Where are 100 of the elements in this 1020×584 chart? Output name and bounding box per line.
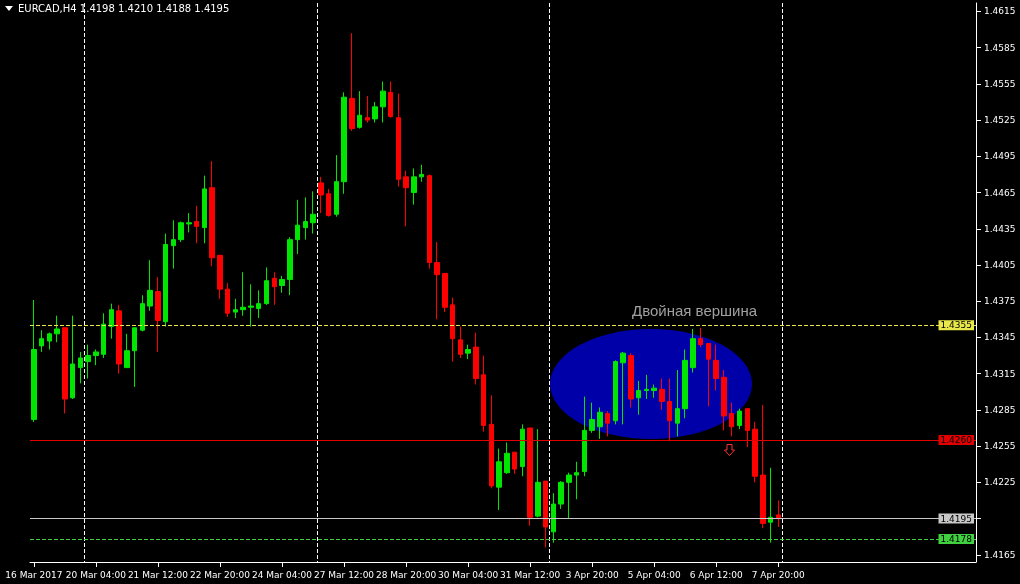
candlestick — [776, 499, 781, 528]
candlestick — [109, 303, 114, 340]
candlestick — [396, 93, 401, 188]
candlestick — [287, 236, 293, 296]
candlestick — [357, 90, 362, 130]
candlestick — [233, 298, 238, 319]
candlestick — [543, 480, 548, 549]
y-tick-label: 1.4525 — [984, 115, 1016, 126]
candlestick — [589, 402, 595, 434]
annotation: Двойная вершина — [632, 302, 758, 319]
candlestick — [39, 329, 44, 353]
x-tick-label: 31 Mar 12:00 — [500, 569, 561, 580]
candlestick — [279, 275, 285, 294]
candlestick — [496, 448, 502, 511]
candlestick — [365, 95, 370, 124]
candlestick — [667, 377, 672, 442]
x-tick-label: 21 Mar 12:00 — [127, 569, 189, 580]
candlestick — [101, 312, 106, 359]
candlestick — [644, 374, 649, 400]
candlestick — [566, 472, 572, 520]
candlestick — [458, 326, 463, 359]
x-tick-label: 27 Mar 12:00 — [313, 569, 375, 580]
candlestick — [78, 351, 83, 384]
x-tick-label: 6 Apr 12:00 — [689, 569, 743, 580]
candlestick — [47, 332, 52, 351]
candlestick — [737, 408, 742, 430]
chart-title: EURCAD,H4 1.4198 1.4210 1.4188 1.4195 — [18, 2, 230, 14]
candlestick — [93, 349, 99, 366]
candlestick — [768, 467, 773, 544]
candlestick — [597, 406, 603, 440]
candlestick — [380, 80, 386, 124]
y-tick-label: 1.4465 — [984, 187, 1016, 198]
x-tick-label: 24 Mar 04:00 — [251, 569, 313, 580]
x-tick-label: 20 Mar 04:00 — [65, 569, 127, 580]
ref-line-label: 1.4195 — [940, 513, 972, 524]
candlestick — [613, 359, 618, 425]
candlestick — [403, 170, 409, 227]
candlestick — [372, 101, 378, 124]
candlestick — [272, 271, 277, 306]
candlestick — [682, 349, 688, 419]
candlestick — [70, 315, 75, 400]
y-tick-label: 1.4555 — [984, 78, 1016, 89]
candlestick — [520, 423, 525, 477]
candlestick — [295, 199, 300, 255]
x-tick-label: 22 Mar 20:00 — [189, 569, 251, 580]
y-tick-label: 1.4225 — [984, 477, 1016, 488]
candlestick — [690, 328, 696, 373]
candlestick — [349, 32, 355, 132]
candlestick — [636, 380, 641, 416]
candlestick — [504, 441, 510, 475]
candlestick — [582, 396, 587, 477]
candlestick — [310, 190, 316, 235]
candlestick — [411, 167, 417, 206]
y-tick-label: 1.4165 — [984, 549, 1016, 560]
candlestick — [760, 404, 766, 529]
candlestick — [551, 492, 556, 544]
x-tick-label: 5 Apr 04:00 — [627, 569, 681, 580]
candlestick — [419, 164, 424, 183]
candlestick — [194, 205, 199, 244]
y-tick-label: 1.4375 — [984, 296, 1016, 307]
candlestick — [752, 421, 758, 483]
x-tick-label: 7 Apr 20:00 — [751, 569, 806, 580]
candlestick — [465, 344, 471, 360]
candlestick — [155, 276, 161, 353]
candlestick — [427, 173, 432, 270]
candlestick — [558, 480, 564, 510]
candlestick — [54, 315, 60, 343]
y-tick-label: 1.4315 — [984, 368, 1016, 379]
candlestick — [659, 377, 665, 411]
candlestick — [240, 271, 246, 317]
candlestick — [442, 272, 448, 313]
candlestick — [140, 294, 145, 332]
candlestick — [698, 327, 703, 348]
candlestick — [318, 176, 324, 214]
candlestick — [713, 344, 719, 392]
candlestick — [574, 461, 579, 500]
x-tick-label: 3 Apr 20:00 — [565, 569, 619, 580]
candlestick — [178, 221, 184, 243]
candlestick — [225, 282, 230, 318]
candlestick — [124, 333, 130, 369]
candlestick — [535, 428, 541, 518]
y-tick-label: 1.4345 — [984, 332, 1016, 343]
candlestick — [605, 410, 610, 437]
y-tick-label: 1.4285 — [984, 404, 1016, 415]
candlestick — [489, 394, 494, 489]
x-tick-label: 28 Mar 20:00 — [376, 569, 437, 580]
y-tick-label: 1.4585 — [984, 42, 1016, 53]
candlestick — [434, 241, 440, 320]
candlestick — [473, 332, 479, 386]
ref-line-label: 1.4178 — [940, 534, 973, 545]
ref-line-label: 1.4260 — [940, 435, 973, 446]
candlestick — [186, 212, 192, 233]
y-tick-label: 1.4615 — [984, 6, 1016, 17]
y-tick-label: 1.4435 — [984, 223, 1016, 234]
candlestick — [721, 369, 727, 431]
candlestick — [326, 188, 331, 218]
candlestick — [481, 355, 486, 433]
candlestick — [651, 384, 657, 399]
candlestick — [256, 289, 261, 319]
candlestick — [512, 451, 517, 475]
